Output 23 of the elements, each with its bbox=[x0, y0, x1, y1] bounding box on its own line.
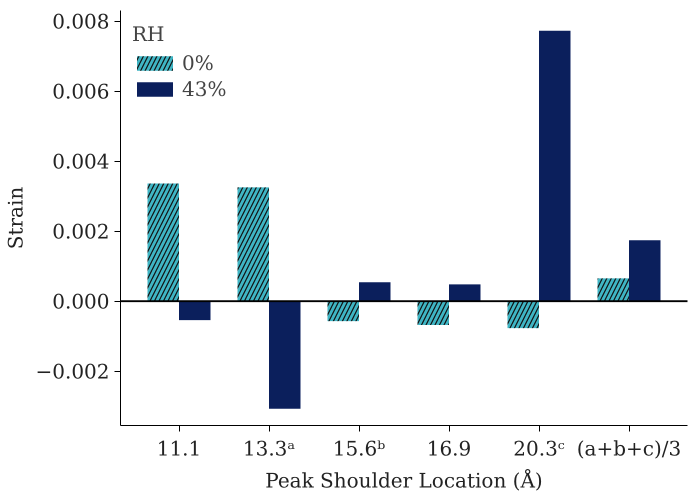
x-tick-label: 11.1 bbox=[156, 436, 202, 460]
bar bbox=[449, 284, 480, 302]
x-tick-label: 15.6ᵇ bbox=[332, 436, 386, 460]
bar bbox=[359, 282, 390, 302]
bar bbox=[629, 240, 660, 302]
y-tick-label: 0.000 bbox=[52, 290, 110, 314]
x-axis-title: Peak Shoulder Location (Å) bbox=[265, 468, 543, 492]
bar bbox=[539, 30, 570, 302]
y-tick-label: 0.002 bbox=[52, 220, 110, 244]
y-tick-label: 0.008 bbox=[52, 10, 110, 34]
y-tick-label: 0.006 bbox=[52, 80, 110, 104]
y-axis-title: Strain bbox=[3, 186, 28, 250]
bar bbox=[179, 301, 210, 320]
y-tick-label: 0.004 bbox=[52, 150, 110, 174]
x-tick-label: 20.3ᶜ bbox=[513, 436, 565, 460]
x-tick-label: 16.9 bbox=[426, 436, 472, 460]
x-tick-label: 13.3ᵃ bbox=[242, 436, 296, 460]
legend-label: 0% bbox=[182, 51, 214, 75]
y-tick-label: −0.002 bbox=[35, 360, 110, 384]
x-tick-label: (a+b+c)/3 bbox=[576, 436, 682, 460]
legend-label: 43% bbox=[182, 77, 226, 101]
bar bbox=[269, 301, 300, 409]
legend-title: RH bbox=[132, 22, 166, 46]
